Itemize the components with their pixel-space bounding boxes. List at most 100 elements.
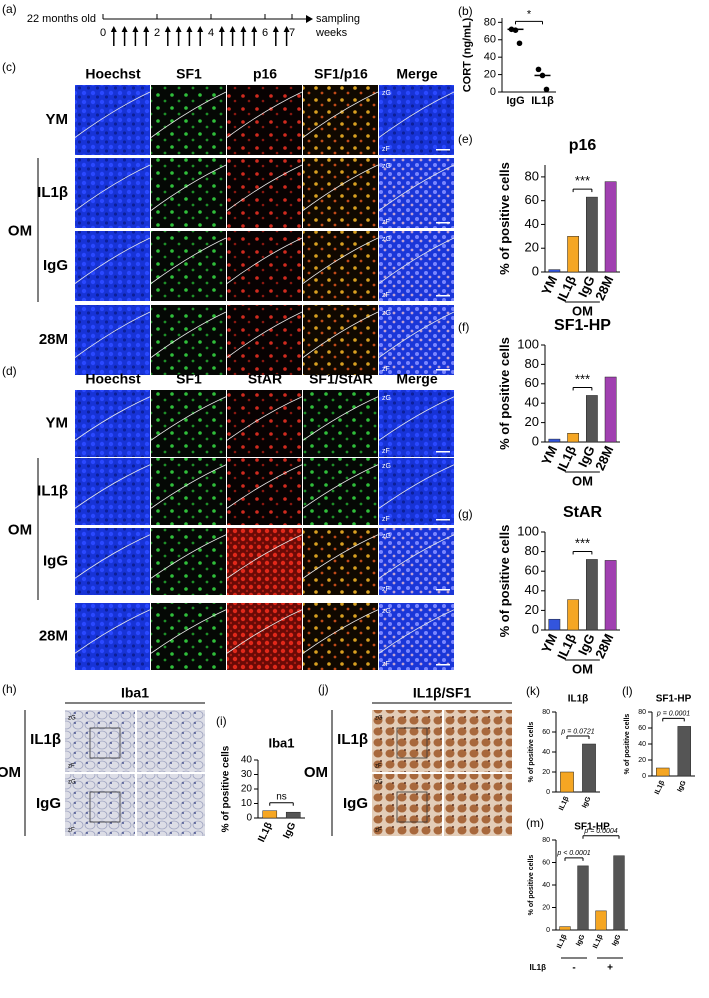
y-tick-label: 40 xyxy=(484,51,496,63)
data-point xyxy=(516,40,523,47)
zone-boundary xyxy=(74,534,151,579)
micrograph xyxy=(379,85,454,155)
zone-boundary xyxy=(74,237,151,284)
y-axis-label: % of positive cells xyxy=(624,714,631,775)
column-header: SF1/StAR xyxy=(309,371,373,387)
scale-bar xyxy=(436,451,450,453)
chart-title: SF1-HP xyxy=(574,822,610,833)
zone-label: zG xyxy=(382,163,391,170)
y-tick-label: 20 xyxy=(525,602,539,617)
panel-label: (f) xyxy=(458,320,469,334)
timeline-tick-label: 4 xyxy=(208,27,214,39)
column-header: StAR xyxy=(248,371,282,387)
micrograph xyxy=(75,603,150,670)
micrograph xyxy=(379,390,454,457)
zone-label: zF xyxy=(382,146,390,153)
zone-label: zG xyxy=(68,780,76,786)
zone-label: zF xyxy=(382,366,390,373)
y-tick-label: 0 xyxy=(642,773,646,780)
column-header: SF1 xyxy=(176,371,202,387)
panel-label: (c) xyxy=(2,60,16,74)
micrograph xyxy=(227,458,302,525)
zone-label: zF xyxy=(68,828,75,834)
data-point xyxy=(512,27,519,33)
injection-arrowhead xyxy=(218,26,225,32)
x-tick-label: IgG xyxy=(575,933,587,947)
zone-label: zG xyxy=(382,533,391,540)
y-tick-label: 10 xyxy=(241,798,253,809)
x-tick-label: IgG xyxy=(581,795,593,809)
row-label: YM xyxy=(46,414,69,431)
y-tick-label: 0 xyxy=(490,86,496,98)
condition-label: + xyxy=(607,963,613,974)
significance-label: *** xyxy=(575,371,590,386)
group-label: OM xyxy=(8,521,32,538)
micrograph xyxy=(75,231,150,301)
y-tick-label: 20 xyxy=(241,784,253,795)
zone-boundary xyxy=(74,91,151,138)
zone-label: zG xyxy=(382,236,391,243)
significance-label: *** xyxy=(575,535,590,550)
y-tick-label: 60 xyxy=(638,725,646,732)
bar xyxy=(656,767,670,777)
chart-title: p16 xyxy=(569,137,597,154)
row-label: IgG xyxy=(43,552,68,569)
bar xyxy=(548,269,561,273)
timeline-tick-label: 6 xyxy=(262,27,268,39)
bar xyxy=(567,236,579,273)
zone-boundary xyxy=(378,609,455,654)
x-tick-label: YM xyxy=(538,631,560,655)
micrograph xyxy=(75,528,150,595)
panel-label: (d) xyxy=(2,364,17,378)
micrograph xyxy=(151,231,226,301)
y-tick-label: 80 xyxy=(525,543,539,558)
row-label: 28M xyxy=(39,331,68,348)
injection-arrowhead xyxy=(164,26,171,32)
y-tick-label: 60 xyxy=(525,192,539,207)
y-tick-label: 0 xyxy=(546,927,550,934)
chart-title: IL1β xyxy=(568,694,589,705)
panel-label: (l) xyxy=(622,684,633,698)
zone-boundary xyxy=(378,534,455,579)
micrograph xyxy=(303,528,378,595)
injection-arrowhead xyxy=(229,26,236,32)
y-tick-label: 40 xyxy=(542,882,550,889)
bar xyxy=(613,855,625,931)
x-tick-label: IL1β xyxy=(654,779,667,796)
y-tick-label: 60 xyxy=(525,375,539,390)
zone-boundary xyxy=(378,237,455,284)
micrograph xyxy=(303,231,378,301)
zone-boundary xyxy=(150,464,227,509)
micrograph xyxy=(379,458,454,525)
y-tick-label: 20 xyxy=(525,240,539,255)
row-label: 28M xyxy=(39,627,68,644)
panel-label: (j) xyxy=(318,682,329,696)
y-tick-label: 40 xyxy=(525,395,539,410)
y-tick-label: 40 xyxy=(525,582,539,597)
micrograph xyxy=(379,158,454,228)
zone-boundary xyxy=(150,91,227,138)
micrograph-zoom xyxy=(444,710,512,772)
y-tick-label: 40 xyxy=(638,741,646,748)
micrograph xyxy=(303,458,378,525)
column-header: SF1 xyxy=(176,66,202,82)
zone-boundary xyxy=(226,237,303,284)
y-tick-label: 60 xyxy=(542,859,550,866)
x-tick-label: IgG xyxy=(281,821,298,841)
injection-arrowhead xyxy=(186,26,193,32)
micrograph xyxy=(151,85,226,155)
injection-arrowhead xyxy=(110,26,117,32)
timeline-unit: weeks xyxy=(315,27,348,39)
y-tick-label: 100 xyxy=(517,523,539,538)
column-header: Hoechst xyxy=(85,371,141,387)
micrograph xyxy=(227,390,302,457)
zone-boundary xyxy=(74,311,151,358)
y-tick-label: 80 xyxy=(484,16,496,28)
timeline-start: 22 months old xyxy=(27,13,96,25)
zoom-box xyxy=(89,791,121,823)
y-axis-label: % of positive cells xyxy=(497,162,512,275)
scale-bar xyxy=(436,295,450,297)
zone-boundary xyxy=(150,311,227,358)
x-tick-label: YM xyxy=(538,273,560,297)
significance-label: p = 0.0721 xyxy=(560,728,594,735)
